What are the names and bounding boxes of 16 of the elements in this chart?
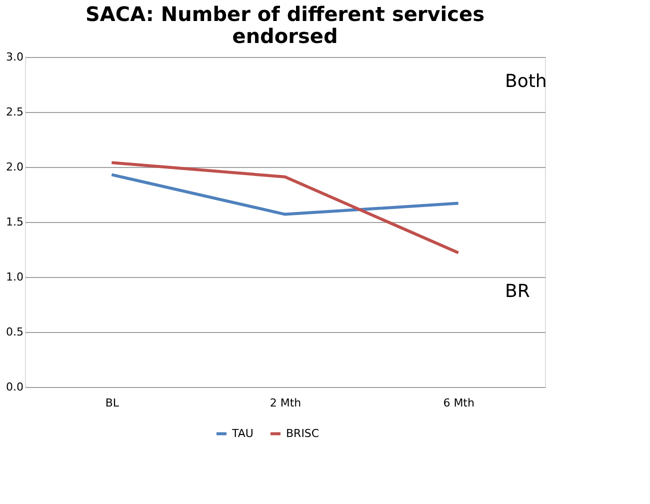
- legend-label: TAU: [231, 426, 254, 440]
- x-tick-label: 2 Mth: [270, 396, 302, 410]
- legend-label: BRISC: [286, 426, 320, 440]
- text: endorsed: [232, 24, 338, 48]
- y-tick-label: 0.0: [6, 380, 24, 394]
- annotation: Both: [505, 71, 547, 92]
- y-tick-label: 1.0: [6, 270, 24, 284]
- y-tick-label: 2.5: [6, 106, 24, 118]
- y-tick-label: 1.5: [6, 216, 24, 228]
- x-tick-label: 6 Mth: [443, 396, 474, 410]
- y-tick-label: 0.5: [6, 326, 24, 338]
- annotation: BR: [505, 281, 530, 302]
- y-tick-label: 3.0: [6, 50, 24, 64]
- y-tick-label: 2.0: [6, 160, 24, 174]
- x-tick-label: BL: [105, 396, 120, 410]
- text: SACA: Number of different services: [86, 2, 484, 26]
